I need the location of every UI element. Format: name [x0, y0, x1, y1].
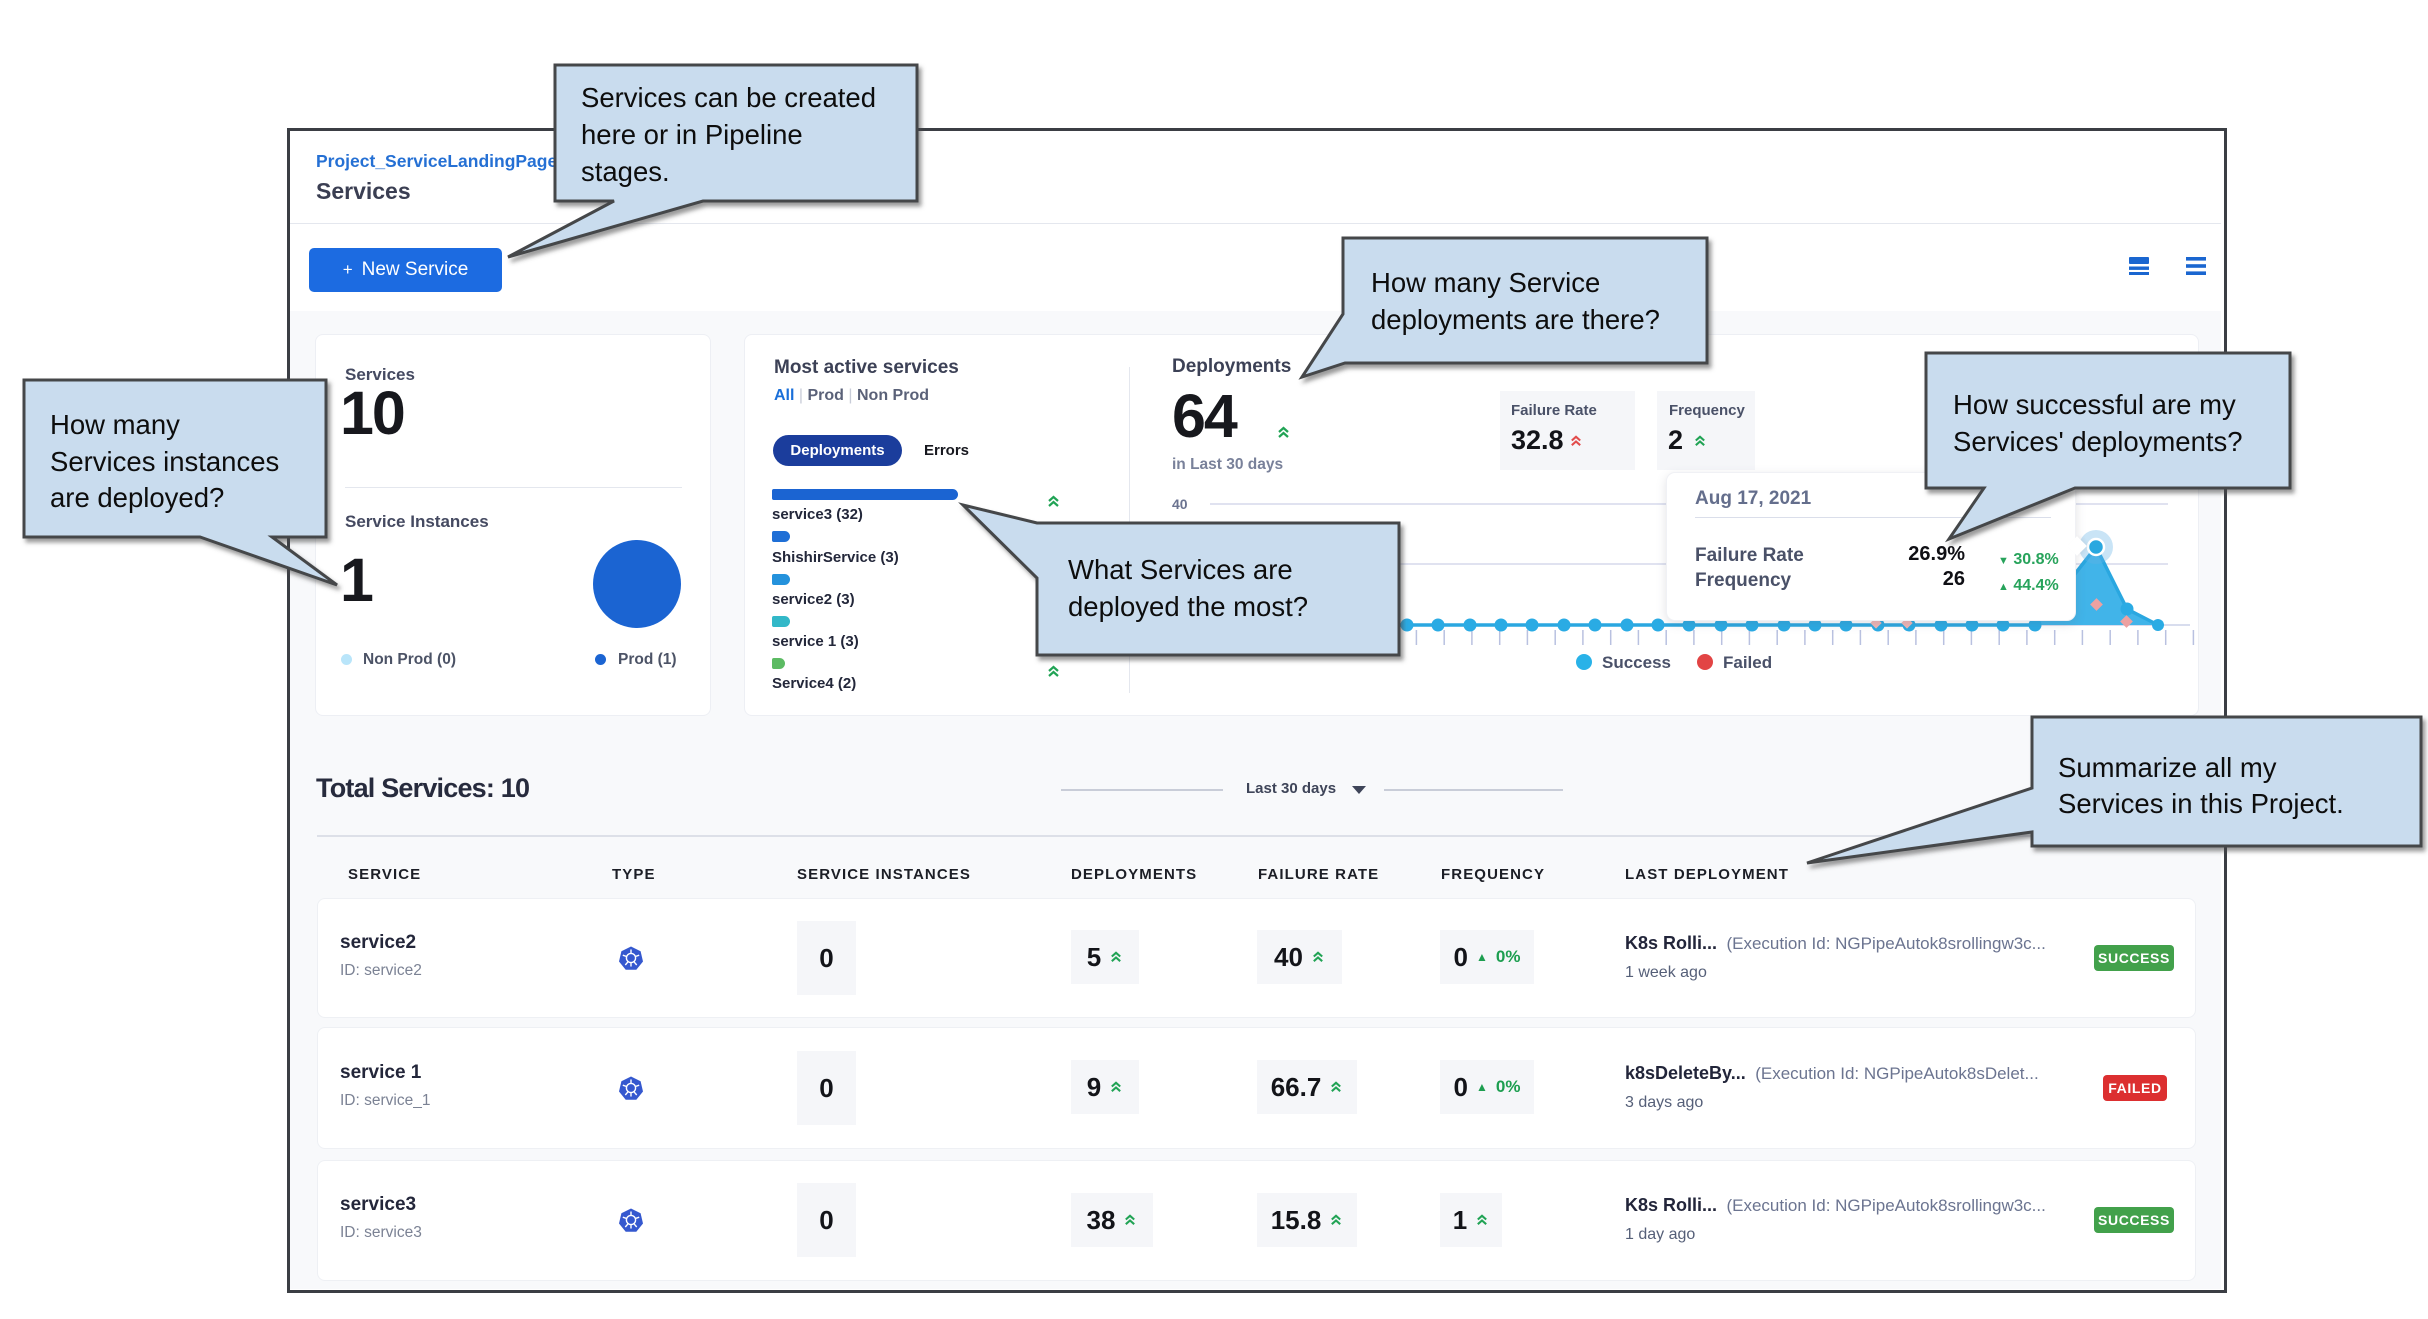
- svg-text:are deployed?: are deployed?: [50, 482, 224, 513]
- svg-text:How many: How many: [50, 409, 180, 440]
- svg-text:Services can be created: Services can be created: [581, 82, 876, 113]
- svg-text:Services instances: Services instances: [50, 446, 279, 477]
